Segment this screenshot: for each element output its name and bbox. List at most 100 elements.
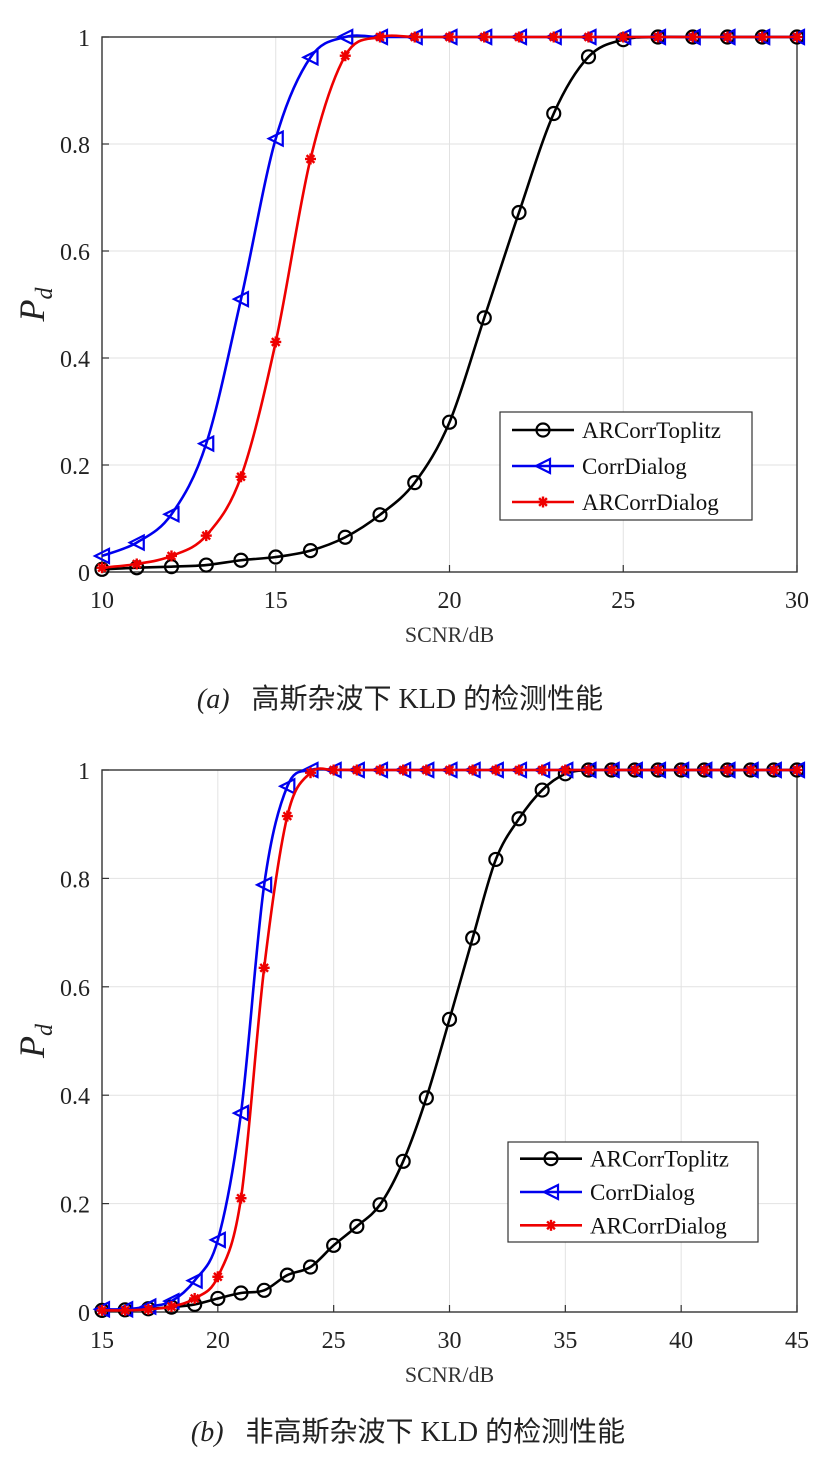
y-axis-label-sub: d [32,287,58,300]
legend-entry-ARCorrDialog: ARCorrDialog [512,490,719,515]
data-point [337,529,353,545]
y-axis-label-main: P [12,300,52,323]
data-point [444,31,455,43]
data-point [698,764,710,776]
data-point [258,962,270,974]
y-tick-label: 0.8 [60,867,90,893]
data-point [478,31,490,43]
data-point [256,1282,272,1298]
figure-caption: (b) 非高斯杂波下 KLD 的检测性能 [191,1416,625,1448]
chart-panel-1: 10 15 20 25 30 0 0.2 0.4 0.6 0.8 1 SCNR/dB Pd ARCorrT… [12,26,809,715]
data-point [580,49,597,65]
data-point [374,31,386,43]
legend-marker [535,422,551,438]
data-point [418,1090,434,1106]
data-point [409,31,421,43]
data-point [441,414,458,430]
data-point [235,1192,247,1204]
y-tick-label: 1 [78,26,90,52]
x-tick-label: 15 [264,588,288,614]
x-tick-label: 10 [90,588,114,614]
data-point [166,1301,177,1313]
data-point [208,1231,226,1249]
data-point [189,1292,201,1304]
data-point [302,1259,319,1275]
data-point [305,153,316,165]
legend-marker [537,496,549,508]
data-point [536,764,548,776]
data-point [583,764,594,776]
data-point [420,764,432,776]
data-point [629,764,641,776]
data-point [96,1304,108,1316]
y-tick-label: 0.2 [60,1193,90,1219]
data-point [513,764,525,776]
data-point [559,764,571,776]
x-tick-label: 20 [438,588,462,614]
y-tick-label: 0.4 [60,1084,90,1110]
data-point [395,1153,411,1169]
data-point [301,48,319,67]
legend-entry-ARCorrDialog: ARCorrDialog [520,1213,727,1238]
data-point [488,851,504,868]
legend-entry-CorrDialog: CorrDialog [512,454,687,479]
data-point [212,1271,224,1283]
series-ARCorrDialog [96,31,803,574]
data-point [279,1267,295,1283]
y-tick-label: 0.8 [60,133,90,159]
legend-label: ARCorrDialog [582,490,719,515]
data-point [546,105,562,122]
data-point [166,550,177,562]
data-point [131,558,143,570]
x-tick-label: 40 [669,1328,693,1354]
data-point [351,764,363,776]
data-point [476,310,492,326]
data-point [722,31,733,43]
y-tick-label: 0.6 [60,976,90,1002]
data-point [513,31,525,43]
y-axis-label-sub: d [32,1023,58,1036]
data-point [233,1285,249,1301]
x-tick-label: 35 [553,1328,577,1354]
data-point [281,810,293,822]
x-tick-label: 45 [785,1328,809,1354]
data-point [465,930,481,946]
data-point [511,811,527,827]
data-point [302,542,319,559]
data-point [210,1290,226,1307]
x-tick-label: 25 [322,1328,346,1354]
data-point [349,1218,365,1234]
y-tick-label: 0 [78,1301,90,1327]
legend-label: CorrDialog [582,454,687,479]
y-tick-label: 0 [78,561,90,587]
data-point [339,50,351,62]
data-point [92,547,111,565]
data-point [768,764,780,776]
data-point [127,533,145,552]
legend-label: ARCorrToplitz [582,418,721,443]
data-point [534,782,550,798]
x-axis-label: SCNR/dB [405,1362,494,1387]
data-point [233,552,249,568]
series-ARCorrDialog [96,764,803,1316]
legend-label: ARCorrDialog [590,1213,727,1238]
legend-entry-ARCorrToplitz: ARCorrToplitz [512,418,721,443]
caption-text: 高斯杂波下 KLD 的检测性能 [252,683,604,715]
data-point [441,1011,458,1027]
data-point [328,764,340,776]
caption-text: 非高斯杂波下 KLD 的检测性能 [246,1416,626,1448]
data-point [372,1197,388,1213]
data-point [277,777,296,796]
data-point [196,434,215,453]
x-tick-label: 20 [206,1328,230,1354]
data-point [268,549,284,565]
data-point [511,204,527,221]
data-point [791,31,803,43]
series-line [101,34,797,570]
data-point [185,1271,203,1290]
legend: ARCorrToplitz CorrDialog ARCorrDialog [499,411,753,521]
data-point [756,31,768,43]
data-point [235,471,247,483]
x-tick-label: 25 [611,588,635,614]
legend: ARCorrToplitz CorrDialog ARCorrDialog [507,1141,759,1243]
